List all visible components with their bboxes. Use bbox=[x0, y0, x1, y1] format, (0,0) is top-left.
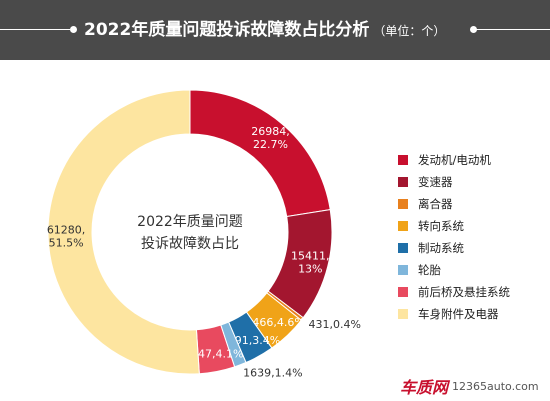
watermark-url: 12365auto.com bbox=[452, 379, 539, 393]
legend-item: 发动机/电动机 bbox=[398, 153, 510, 175]
watermark: 车质网 12365auto.com bbox=[400, 374, 539, 397]
chart-title-text: 2022年质量问题投诉故障数占比分析 bbox=[84, 20, 370, 40]
legend-label: 离合器 bbox=[418, 197, 453, 211]
legend-item: 前后桥及悬挂系统 bbox=[398, 285, 510, 307]
chart-legend: 发动机/电动机 变速器离合器转向系统制动系统轮胎前后桥及悬挂系统 车身附件及电器 bbox=[398, 153, 510, 329]
legend-label: 车身附件及电器 bbox=[418, 307, 499, 321]
legend-item: 变速器 bbox=[398, 175, 510, 197]
legend-swatch bbox=[398, 155, 408, 165]
donut-slice-7 bbox=[47, 89, 200, 375]
legend-swatch bbox=[398, 309, 408, 319]
donut-chart: 26984, 22.7%15411, 13%431,0.4%5466,4.6%399… bbox=[47, 89, 361, 379]
legend-label: 轮胎 bbox=[418, 263, 441, 277]
legend-swatch bbox=[398, 265, 408, 275]
chart-area: 26984, 22.7% 15411, 13% 431,0.4% 5466,4.6% 399… bbox=[0, 60, 550, 401]
legend-item: 制动系统 bbox=[398, 241, 510, 263]
chart-title: 2022年质量问题投诉故障数占比分析 （单位：个） bbox=[84, 16, 445, 44]
legend-item: 轮胎 bbox=[398, 263, 510, 285]
legend-item: 转向系统 bbox=[398, 219, 510, 241]
header-line-right bbox=[475, 29, 550, 30]
donut-slice-0 bbox=[189, 89, 331, 218]
legend-item: 车身附件及电器 bbox=[398, 307, 510, 329]
data-label-7: 61280, 51.5% bbox=[47, 224, 86, 250]
data-label-5: 1639,1.4% bbox=[243, 366, 302, 379]
watermark-logo: 车质网 bbox=[400, 378, 449, 397]
donut-center-title: 2022年质量问题投诉故障数占比 bbox=[137, 214, 243, 252]
legend-label: 前后桥及悬挂系统 bbox=[418, 285, 510, 299]
data-label-3: 5466,4.6% bbox=[245, 316, 304, 329]
legend-swatch bbox=[398, 243, 408, 253]
legend-label: 变速器 bbox=[418, 175, 453, 189]
legend-swatch bbox=[398, 199, 408, 209]
legend-label: 制动系统 bbox=[418, 241, 464, 255]
data-label-1: 15411, 13% bbox=[291, 250, 330, 276]
legend-swatch bbox=[398, 177, 408, 187]
chart-unit: （单位：个） bbox=[373, 24, 446, 38]
header-bar: 2022年质量问题投诉故障数占比分析 （单位：个） bbox=[0, 0, 550, 60]
legend-label: 发动机/电动机 bbox=[418, 153, 491, 167]
legend-swatch bbox=[398, 221, 408, 231]
header-line-left bbox=[0, 29, 70, 30]
data-label-0: 26984, 22.7% bbox=[251, 125, 290, 151]
data-label-2: 431,0.4% bbox=[309, 318, 361, 331]
legend-item: 离合器 bbox=[398, 197, 510, 219]
header-dot-right bbox=[470, 26, 477, 33]
legend-label: 转向系统 bbox=[418, 219, 464, 233]
header-dot-left bbox=[70, 26, 77, 33]
data-label-6: 4847,4.1% bbox=[184, 348, 243, 361]
legend-swatch bbox=[398, 287, 408, 297]
